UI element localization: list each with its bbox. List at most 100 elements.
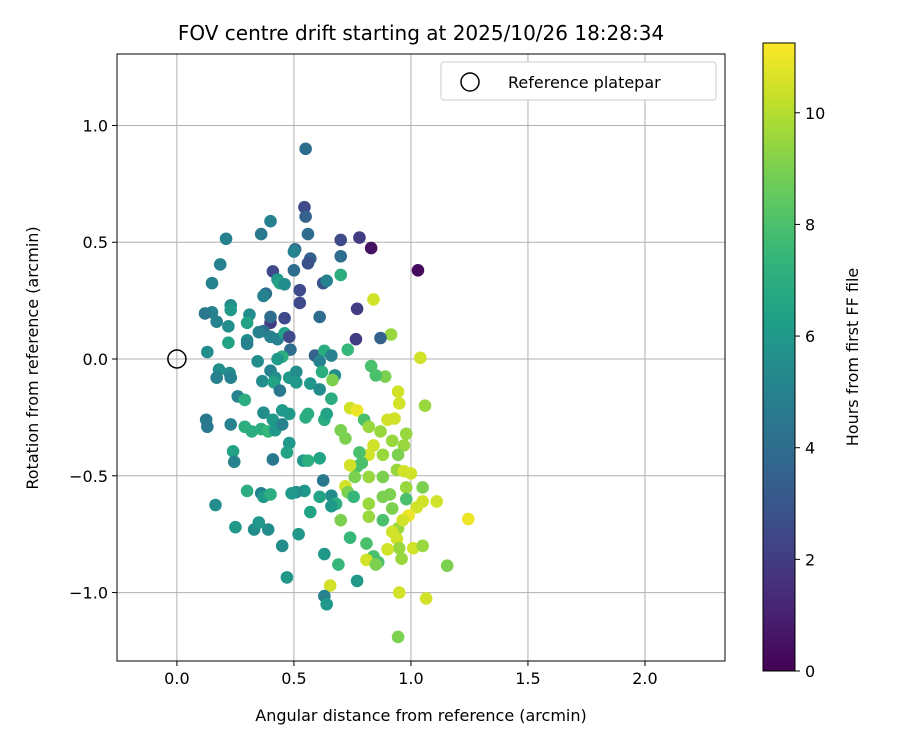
data-point — [275, 418, 289, 431]
colorbar-tick-label: 8 — [805, 215, 815, 234]
data-point — [238, 393, 252, 407]
data-point — [224, 418, 238, 431]
data-point — [411, 263, 425, 277]
data-point — [282, 407, 296, 421]
data-point — [418, 399, 432, 413]
data-point — [399, 427, 413, 441]
data-point — [313, 490, 326, 504]
colorbar-tick-label: 0 — [805, 662, 815, 681]
colorbar-tick-label: 10 — [805, 104, 825, 123]
x-tick-label: 0.5 — [281, 669, 306, 688]
data-point — [251, 355, 264, 368]
data-point — [461, 512, 475, 526]
colorbar-tick-label: 2 — [805, 550, 815, 569]
data-point — [222, 320, 235, 333]
data-point — [210, 315, 223, 328]
data-point — [304, 505, 317, 519]
data-point — [201, 345, 214, 359]
data-point — [315, 365, 329, 379]
data-point — [282, 330, 296, 344]
legend: Reference platepar — [440, 61, 717, 101]
data-point — [240, 484, 254, 498]
data-point — [323, 579, 337, 592]
reference-marker — [167, 349, 187, 369]
data-point — [213, 258, 227, 271]
data-point — [360, 537, 373, 550]
colorbar — [762, 42, 796, 672]
data-point — [392, 541, 406, 555]
data-point — [325, 349, 338, 362]
data-point — [325, 499, 338, 513]
data-point — [219, 232, 233, 246]
data-point — [257, 289, 270, 303]
data-point — [350, 574, 364, 588]
data-point — [397, 439, 411, 452]
data-point — [264, 214, 277, 228]
data-point — [347, 490, 360, 504]
data-point — [240, 337, 254, 351]
data-point — [198, 307, 212, 320]
data-point — [360, 553, 373, 567]
data-point — [205, 276, 219, 290]
data-point — [388, 412, 401, 425]
data-point — [313, 355, 326, 368]
data-point — [391, 630, 405, 644]
data-point — [384, 328, 398, 341]
data-point — [271, 352, 284, 366]
chart-title: FOV centre drift starting at 2025/10/26 … — [178, 21, 664, 45]
data-point — [293, 296, 307, 310]
data-point — [304, 377, 317, 390]
data-point — [334, 513, 348, 527]
data-point — [261, 523, 275, 536]
data-point — [334, 268, 348, 282]
y-axis-label: Rotation from reference (arcmin) — [23, 226, 42, 489]
grid — [117, 54, 725, 661]
data-point — [298, 200, 311, 214]
data-point — [399, 481, 413, 494]
data-point — [252, 516, 266, 529]
data-point — [320, 407, 333, 421]
data-point — [293, 283, 307, 297]
data-point — [275, 539, 289, 553]
data-point — [391, 448, 405, 462]
data-point — [353, 231, 366, 244]
data-point — [362, 497, 376, 511]
data-point — [224, 371, 238, 385]
data-point — [280, 571, 294, 584]
data-point — [332, 558, 345, 571]
data-point — [341, 343, 355, 356]
data-point — [385, 502, 399, 515]
data-point — [287, 245, 301, 258]
y-tick-label: 0.0 — [83, 350, 108, 369]
data-point — [278, 311, 291, 325]
data-point — [227, 455, 241, 469]
legend-box — [440, 61, 717, 101]
data-point — [320, 274, 333, 288]
data-point — [430, 495, 443, 508]
data-point — [385, 434, 399, 448]
data-point — [318, 547, 331, 561]
data-point — [367, 293, 380, 306]
y-tick-label: −1.0 — [69, 584, 108, 603]
x-tick-label: 2.0 — [632, 669, 657, 688]
data-point — [404, 467, 418, 480]
legend-label: Reference platepar — [508, 73, 661, 92]
x-tick-label: 1.0 — [398, 669, 423, 688]
data-point — [313, 310, 326, 324]
data-point — [362, 510, 376, 523]
y-tick-label: −0.5 — [69, 467, 108, 486]
data-point — [383, 488, 397, 501]
data-point — [399, 492, 413, 506]
data-point — [376, 513, 390, 527]
data-point — [256, 374, 269, 388]
data-point — [343, 531, 357, 544]
data-point — [264, 488, 277, 501]
x-tick-label: 0.0 — [164, 669, 189, 688]
data-point — [266, 413, 280, 427]
data-point — [299, 411, 312, 424]
x-tick-label: 1.5 — [515, 669, 540, 688]
data-point — [222, 336, 235, 349]
data-point — [210, 371, 223, 385]
colorbar-label: Hours from first FF file — [843, 268, 862, 447]
plot-frame — [116, 53, 726, 662]
